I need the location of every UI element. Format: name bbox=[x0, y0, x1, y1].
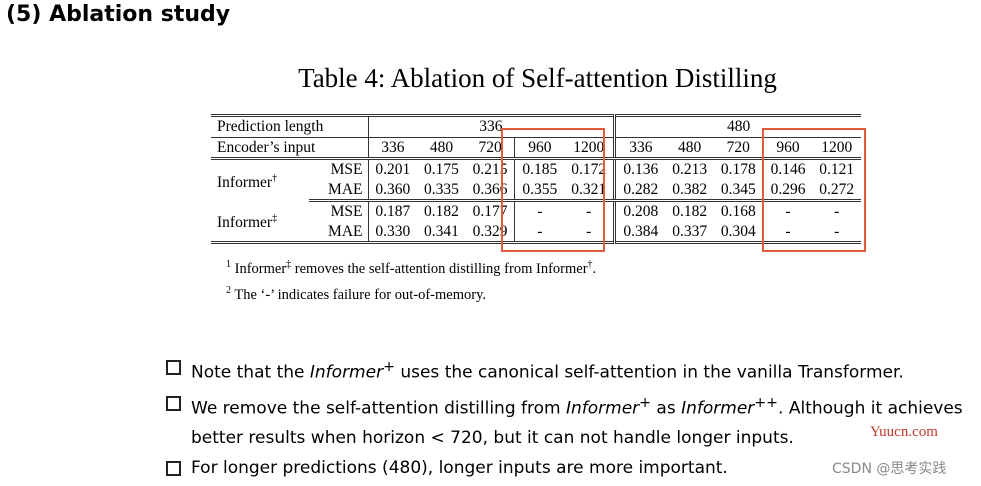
prediction-length-label: Prediction length bbox=[211, 115, 368, 138]
value-cell: 0.146 bbox=[762, 158, 813, 180]
footnote-2: 2 The ‘-’ indicates failure for out-of-m… bbox=[226, 284, 487, 303]
encoder-input-cell: 960 bbox=[514, 137, 565, 160]
checkbox-square-icon bbox=[166, 395, 181, 411]
encoder-input-cell: 1200 bbox=[564, 137, 615, 160]
table-row: Informer‡ MSE 0.187 0.182 0.177 - - 0.20… bbox=[211, 200, 861, 231]
value-cell: 0.304 bbox=[720, 222, 756, 240]
model-name-informer-double-dagger: Informer‡ bbox=[217, 213, 278, 232]
encoder-input-cell: 480 bbox=[417, 137, 466, 160]
value-cell: - bbox=[834, 203, 840, 221]
list-item: We remove the self-attention distilling … bbox=[166, 388, 966, 454]
group-336-header: 336 bbox=[367, 115, 615, 138]
slide-title: (5) Ablation study bbox=[6, 2, 231, 27]
value-cell: 0.121 bbox=[819, 161, 855, 179]
checkbox-square-icon bbox=[166, 461, 181, 477]
value-cell: 0.136 bbox=[613, 158, 666, 180]
header-row-encoder-input: Encoder’s input 336 480 720 960 1200 336… bbox=[211, 137, 861, 160]
value-cell: 0.178 bbox=[720, 161, 756, 179]
encoder-input-cell: 720 bbox=[713, 137, 764, 160]
table-footnotes: 1 Informer‡ removes the self-attention d… bbox=[226, 254, 596, 306]
value-cell: 0.345 bbox=[713, 179, 764, 202]
value-cell: 0.272 bbox=[812, 179, 861, 202]
value-cell: 0.330 bbox=[367, 221, 418, 243]
value-cell: 0.213 bbox=[672, 161, 708, 179]
value-cell: 0.177 bbox=[472, 203, 508, 221]
encoder-input-label: Encoder’s input bbox=[211, 137, 368, 160]
value-cell: 0.187 bbox=[367, 200, 418, 222]
value-cell: 0.335 bbox=[417, 179, 466, 202]
value-cell: 0.329 bbox=[472, 222, 508, 240]
encoder-input-cell: 336 bbox=[367, 137, 418, 160]
value-cell: 0.185 bbox=[514, 158, 565, 180]
value-cell: 0.168 bbox=[720, 203, 756, 221]
table-caption: Table 4: Ablation of Self-attention Dist… bbox=[298, 63, 777, 93]
value-cell: - bbox=[586, 222, 592, 240]
metric-label: MSE bbox=[330, 203, 363, 221]
footnote-1: 1 Informer‡ removes the self-attention d… bbox=[226, 259, 597, 277]
value-cell: 0.182 bbox=[672, 203, 708, 221]
value-cell: - bbox=[586, 203, 592, 221]
value-cell: 0.337 bbox=[672, 222, 708, 240]
checkbox-square-icon bbox=[166, 360, 181, 375]
value-cell: 0.355 bbox=[514, 179, 565, 202]
metric-label: MSE bbox=[330, 161, 363, 179]
group-480-header: 480 bbox=[613, 115, 861, 138]
bullet-text: We remove the self-attention distilling … bbox=[191, 394, 963, 449]
value-cell: - bbox=[514, 221, 565, 243]
table-row: Informer† MSE 0.201 0.175 0.215 0.185 0.… bbox=[211, 158, 861, 191]
encoder-input-cell: 336 bbox=[613, 137, 666, 160]
model-name-informer-dagger: Informer† bbox=[217, 172, 278, 191]
bullet-text: For longer predictions (480), longer inp… bbox=[191, 458, 728, 479]
table-row: MAE 0.330 0.341 0.329 - - 0.384 0.337 0.… bbox=[211, 221, 861, 243]
list-item: Note that the Informer+ uses the canonic… bbox=[166, 352, 966, 388]
value-cell: 0.382 bbox=[665, 179, 714, 202]
highlight-box-group-480 bbox=[762, 128, 866, 252]
value-cell: 0.321 bbox=[564, 179, 615, 202]
watermark-csdn: CSDN @思考实践 bbox=[832, 461, 947, 477]
value-cell: 0.175 bbox=[424, 161, 459, 179]
value-cell: 0.296 bbox=[762, 179, 813, 202]
metric-label: MAE bbox=[328, 222, 363, 240]
value-cell: - bbox=[834, 222, 840, 240]
value-cell: 0.341 bbox=[424, 222, 459, 240]
value-cell: 0.282 bbox=[613, 179, 666, 202]
ablation-table: Prediction length 336 480 Encoder’s inpu… bbox=[211, 114, 861, 244]
bullet-list: Note that the Informer+ uses the canonic… bbox=[166, 352, 966, 483]
value-cell: 0.208 bbox=[613, 200, 666, 222]
value-cell: 0.172 bbox=[571, 161, 607, 179]
header-row-prediction-length: Prediction length 336 480 bbox=[211, 115, 861, 138]
bullet-text: Note that the Informer+ uses the canonic… bbox=[191, 359, 904, 383]
value-cell: 0.182 bbox=[424, 203, 459, 221]
list-item: For longer predictions (480), longer inp… bbox=[166, 453, 966, 483]
value-cell: 0.201 bbox=[367, 158, 418, 180]
encoder-input-cell: 480 bbox=[665, 137, 714, 160]
metric-label: MAE bbox=[308, 179, 368, 202]
encoder-input-cell: 1200 bbox=[812, 137, 861, 160]
highlight-box-group-336 bbox=[501, 128, 605, 252]
value-cell: 0.215 bbox=[472, 161, 508, 179]
value-cell: - bbox=[514, 200, 565, 222]
watermark-url: Yuucn.com bbox=[870, 424, 938, 440]
value-cell: 0.360 bbox=[367, 179, 418, 202]
value-cell: 0.384 bbox=[613, 221, 666, 243]
